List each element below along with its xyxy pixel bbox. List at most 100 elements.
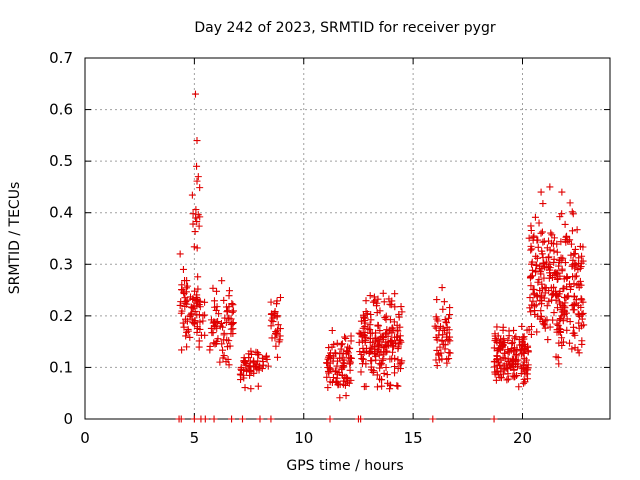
data-point — [324, 384, 332, 392]
data-point — [572, 261, 580, 269]
data-point — [358, 337, 366, 345]
data-point — [387, 337, 395, 345]
data-point — [554, 321, 562, 329]
data-point — [443, 355, 451, 363]
data-point — [195, 222, 203, 230]
data-point — [201, 298, 209, 306]
y-tick-label: 0.2 — [49, 307, 73, 325]
data-point — [189, 319, 197, 327]
data-point — [182, 284, 190, 292]
data-point — [578, 252, 586, 260]
data-point — [554, 292, 562, 300]
y-tick-label: 0.7 — [49, 49, 73, 67]
data-point — [579, 298, 587, 306]
x-tick-label: 0 — [80, 429, 90, 447]
data-point — [552, 353, 560, 361]
data-point — [189, 210, 197, 218]
data-point — [385, 295, 393, 303]
data-point — [545, 287, 553, 295]
data-point — [537, 188, 545, 196]
data-point — [193, 218, 201, 226]
data-point — [532, 301, 540, 309]
data-point — [528, 258, 536, 266]
data-point — [380, 369, 388, 377]
data-point — [194, 285, 202, 293]
data-point — [195, 337, 203, 345]
data-point — [183, 300, 191, 308]
data-point — [344, 343, 352, 351]
data-point — [529, 297, 537, 305]
data-point — [568, 208, 576, 216]
data-point — [386, 355, 394, 363]
data-point — [371, 352, 379, 360]
data-point — [439, 331, 447, 339]
data-point — [210, 339, 218, 347]
data-point — [575, 324, 583, 332]
data-point — [382, 329, 390, 337]
data-point — [212, 306, 220, 314]
data-point — [524, 348, 532, 356]
data-point — [229, 301, 237, 309]
data-point — [183, 343, 191, 351]
data-point — [569, 329, 577, 337]
data-point — [393, 382, 401, 390]
data-point — [380, 344, 388, 352]
data-point — [362, 382, 370, 390]
data-point — [367, 345, 375, 353]
x-tick-label: 10 — [294, 429, 313, 447]
data-point — [364, 324, 372, 332]
data-point — [395, 313, 403, 321]
data-point — [505, 327, 513, 335]
data-point — [446, 337, 454, 345]
data-point — [213, 287, 221, 295]
data-point — [394, 356, 402, 364]
data-point — [224, 355, 232, 363]
data-point — [397, 303, 405, 311]
data-point — [219, 346, 227, 354]
data-point — [194, 298, 202, 306]
data-point — [189, 220, 197, 228]
data-point — [550, 309, 558, 317]
data-point — [341, 333, 349, 341]
data-point — [490, 415, 498, 423]
data-point — [442, 318, 450, 326]
data-point — [225, 303, 233, 311]
data-point — [553, 304, 561, 312]
data-point — [519, 349, 527, 357]
data-point — [537, 268, 545, 276]
data-point — [330, 341, 338, 349]
data-point — [435, 327, 443, 335]
data-point — [559, 285, 567, 293]
data-point — [326, 415, 334, 423]
data-point — [535, 276, 543, 284]
data-point — [517, 370, 525, 378]
data-point — [382, 312, 390, 320]
data-point — [538, 228, 546, 236]
data-point — [523, 364, 531, 372]
data-point — [363, 310, 371, 318]
data-point — [568, 345, 576, 353]
data-point — [383, 371, 391, 379]
data-point — [531, 213, 539, 221]
data-point — [193, 162, 201, 170]
data-point — [538, 280, 546, 288]
data-point — [340, 356, 348, 364]
data-point — [432, 356, 440, 364]
data-point — [180, 288, 188, 296]
data-point — [179, 265, 187, 273]
y-tick-label: 0.1 — [49, 358, 73, 376]
data-point — [501, 362, 509, 370]
data-point — [227, 315, 235, 323]
data-point — [374, 295, 382, 303]
data-point — [362, 360, 370, 368]
data-point — [396, 337, 404, 345]
data-point — [552, 287, 560, 295]
data-point — [504, 375, 512, 383]
data-point — [434, 317, 442, 325]
data-point — [201, 415, 209, 423]
data-point — [575, 311, 583, 319]
data-point — [559, 254, 567, 262]
data-point — [391, 290, 399, 298]
data-point — [539, 238, 547, 246]
data-point — [197, 331, 205, 339]
